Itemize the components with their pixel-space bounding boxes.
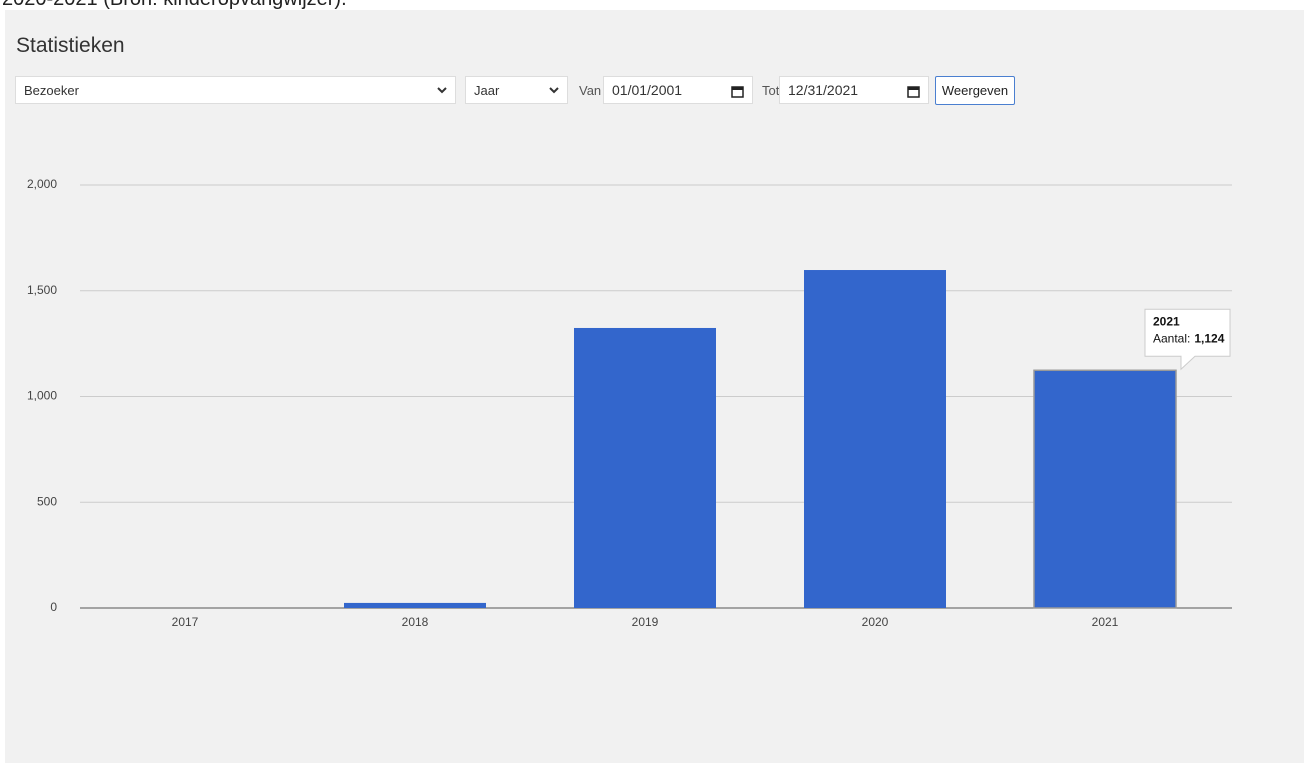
show-button[interactable]: Weergeven <box>935 76 1015 105</box>
chevron <box>437 87 447 94</box>
to-label: Tot <box>762 83 780 98</box>
from-date-text: 01/01/2001 <box>612 82 683 98</box>
from-label: Van <box>579 83 602 98</box>
to-date-text: 12/31/2021 <box>788 82 859 98</box>
calendar-icon <box>731 86 744 98</box>
type-select-text: Bezoeker <box>24 82 79 98</box>
from-date[interactable]: 01/01/2001 <box>603 76 753 104</box>
page-title: Statistieken <box>16 34 125 57</box>
period-select[interactable]: Jaar <box>465 76 568 104</box>
chevron <box>549 87 559 94</box>
type-select[interactable]: Bezoeker <box>15 76 456 104</box>
panel <box>5 10 1304 763</box>
header-text: 2020-2021 (Bron: kinderopvangwijzer). <box>2 0 347 11</box>
calendar-icon <box>907 86 920 98</box>
to-date[interactable]: 12/31/2021 <box>779 76 929 104</box>
period-select-text: Jaar <box>474 82 500 98</box>
